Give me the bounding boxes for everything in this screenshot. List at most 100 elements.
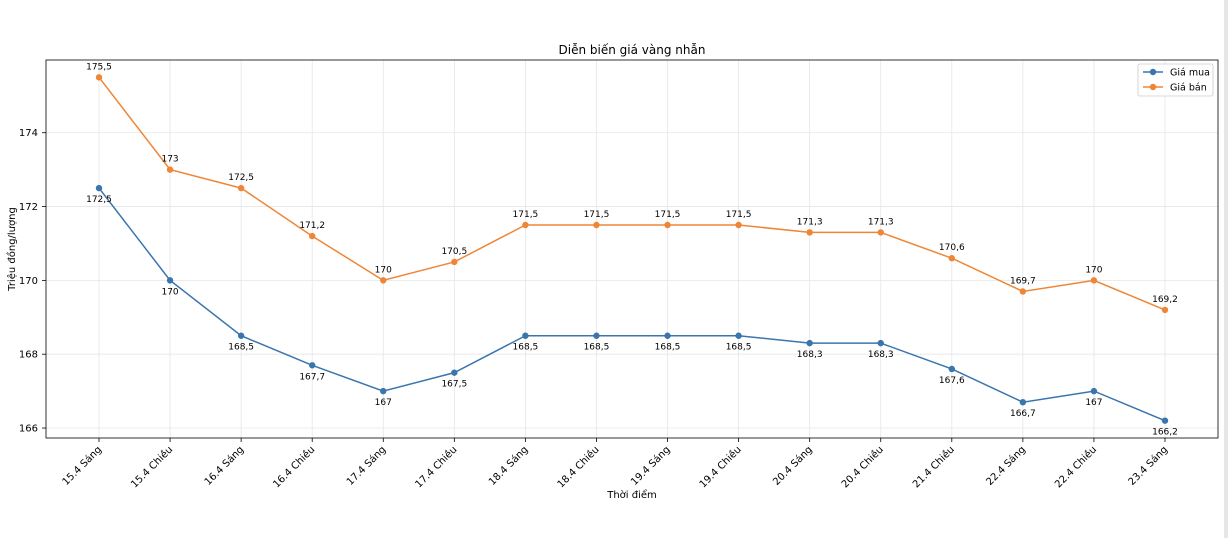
data-point	[593, 221, 600, 229]
data-label: 168,5	[584, 343, 610, 353]
x-axis: 15.4 Sáng 15.4 Chiều 16.4 Sáng 16.4 Chiều 17…	[60, 438, 1170, 490]
chart-title: Diễn biến giá vàng nhẫn	[559, 43, 706, 57]
data-label: 171,5	[513, 210, 539, 220]
x-tick-label: 15.4 Chiều	[128, 444, 175, 491]
data-point	[380, 277, 387, 284]
x-tick-label: 15.4 Sáng	[60, 444, 104, 488]
data-label: 169,2	[1152, 295, 1178, 305]
x-tick-label: 18.4 Sáng	[486, 444, 530, 488]
data-label: 171,5	[726, 210, 752, 220]
data-label: 171,5	[655, 210, 681, 220]
data-label: 168,5	[655, 343, 681, 353]
y-axis: 166 168 170 172 174	[19, 128, 46, 435]
x-tick-label: 19.4 Sáng	[628, 444, 672, 488]
data-label: 172,5	[228, 173, 254, 183]
data-point	[664, 221, 671, 229]
legend: Giá mua Giá bán	[1137, 63, 1214, 97]
data-label: 175,5	[86, 62, 112, 72]
data-point	[1161, 306, 1169, 314]
legend-marker-gia-mua	[1149, 68, 1157, 76]
data-label: 168,3	[797, 350, 823, 360]
data-label: 168,5	[513, 343, 539, 353]
data-point	[522, 332, 529, 339]
data-label: 171,5	[584, 210, 610, 220]
y-axis-label: Triệu đồng/lượng	[6, 207, 18, 292]
data-point	[806, 339, 813, 347]
data-point	[380, 387, 387, 395]
x-tick-label: 18.4 Chiều	[555, 444, 602, 491]
y-tick-label: 166	[19, 424, 38, 435]
data-point	[309, 362, 316, 369]
series-line-gia-ban	[98, 76, 1166, 311]
x-tick-label: 21.4 Chiều	[910, 444, 957, 491]
data-point	[664, 332, 671, 339]
x-tick-label: 22.4 Sáng	[984, 444, 1028, 488]
data-label: 170	[161, 287, 178, 297]
data-label: 171,3	[868, 217, 894, 227]
data-label: 167	[1085, 398, 1102, 408]
data-labels: 172,5 170 168,5 167,7 167 167,5 168,5 168,5 168,…	[86, 62, 1178, 437]
x-tick-label: 17.4 Chiều	[413, 444, 460, 491]
y-tick-label: 170	[19, 276, 38, 287]
legend-label-gia-ban: Giá bán	[1170, 83, 1207, 94]
data-point	[877, 339, 884, 347]
data-point	[309, 232, 316, 240]
data-label: 170,6	[939, 243, 965, 253]
x-tick-label: 23.4 Sáng	[1126, 444, 1170, 488]
window-edge	[1224, 0, 1228, 538]
data-point	[948, 255, 955, 262]
data-point	[522, 221, 529, 229]
data-point	[1019, 288, 1027, 295]
data-point	[877, 229, 884, 236]
data-point	[237, 184, 245, 192]
legend-marker-gia-ban	[1149, 83, 1157, 91]
data-point	[806, 229, 813, 236]
data-label: 167	[375, 398, 392, 408]
grid	[46, 60, 1218, 438]
data-point	[948, 365, 955, 373]
data-point	[1090, 387, 1098, 395]
data-label: 170	[375, 265, 392, 275]
data-label: 170	[1085, 265, 1102, 275]
data-label: 167,5	[441, 380, 467, 390]
series-line-gia-mua	[98, 187, 1166, 422]
plot-frame	[45, 59, 1219, 439]
data-label: 171,3	[797, 217, 823, 227]
data-label: 173	[161, 155, 178, 165]
data-label: 170,5	[441, 247, 467, 257]
x-tick-label: 20.4 Chiều	[839, 444, 886, 491]
y-tick-label: 168	[19, 350, 38, 361]
x-tick-label: 16.4 Sáng	[202, 444, 246, 488]
data-label: 166,2	[1152, 428, 1178, 438]
data-point	[1090, 277, 1098, 284]
data-label: 169,7	[1010, 276, 1036, 286]
legend-label-gia-mua: Giá mua	[1170, 68, 1210, 79]
x-tick-label: 16.4 Chiều	[271, 444, 318, 491]
data-label: 171,2	[299, 221, 325, 231]
data-label: 172,5	[86, 195, 112, 205]
data-point	[735, 221, 742, 229]
data-point	[166, 166, 174, 173]
data-label: 167,7	[299, 372, 325, 382]
data-point	[593, 332, 600, 339]
data-point	[166, 277, 174, 284]
x-axis-label: Thời điểm	[606, 488, 657, 501]
data-label: 168,3	[868, 350, 894, 360]
data-point	[95, 184, 103, 192]
x-tick-label: 20.4 Sáng	[771, 444, 815, 488]
series-layer	[95, 74, 1169, 424]
data-label: 168,5	[726, 343, 752, 353]
data-point	[1019, 398, 1027, 406]
x-tick-label: 17.4 Sáng	[344, 444, 388, 488]
data-label: 166,7	[1010, 409, 1036, 419]
data-label: 168,5	[228, 343, 254, 353]
x-tick-label: 22.4 Chiều	[1052, 444, 1099, 491]
y-tick-label: 172	[19, 202, 38, 213]
data-label: 167,6	[939, 376, 965, 386]
data-point	[237, 332, 245, 339]
data-point	[1161, 417, 1169, 424]
data-point	[451, 258, 458, 266]
x-tick-label: 19.4 Chiều	[697, 444, 744, 491]
data-point	[735, 332, 742, 339]
